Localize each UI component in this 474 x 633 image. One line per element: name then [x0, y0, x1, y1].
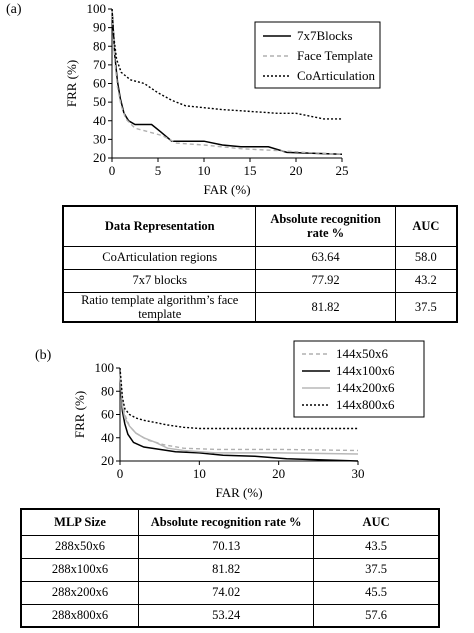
x-tick-label: 20 — [290, 163, 303, 178]
table-a-row: CoArticulation regions 63.64 58.0 — [62, 245, 458, 270]
series-line-coarticulation — [111, 8, 342, 120]
series-line-144x100x6 — [119, 373, 359, 462]
table-a-cell: 77.92 — [255, 268, 396, 293]
table-b-cell: 57.6 — [313, 603, 440, 628]
x-tick-label: 0 — [117, 466, 124, 481]
table-b-header: AUC — [313, 508, 440, 536]
table-b-cell: 53.24 — [138, 603, 315, 628]
y-tick-label: 20 — [93, 150, 106, 165]
table-a-cell: 58.0 — [394, 245, 458, 270]
table-b-row: 288x100x6 81.82 37.5 — [20, 557, 440, 582]
y-tick-label: 80 — [93, 38, 106, 53]
table-b: MLP Size Absolute recognition rate % AUC… — [20, 508, 440, 628]
table-a-header: AUC — [394, 205, 458, 247]
y-tick-label: 100 — [95, 360, 115, 375]
y-tick-label: 60 — [101, 407, 114, 422]
table-a-cell: CoArticulation regions — [62, 245, 257, 270]
x-axis-label: FAR (%) — [215, 485, 262, 500]
y-axis-label: FRR (%) — [72, 391, 87, 438]
y-tick-label: 40 — [93, 113, 106, 128]
x-tick-label: 25 — [336, 163, 349, 178]
legend-entry: 7x7Blocks — [297, 28, 353, 43]
legend-entry: CoArticulation — [297, 68, 375, 83]
table-b-cell: 70.13 — [138, 534, 315, 559]
table-a-header-row: Data Representation Absolute recognition… — [62, 205, 458, 247]
series-line-144x200x6 — [119, 373, 359, 455]
table-b-cell: 288x200x6 — [20, 580, 140, 605]
legend-entry: 144x100x6 — [336, 363, 395, 378]
table-a-header: Absolute recognition rate % — [255, 205, 396, 247]
table-b-header-row: MLP Size Absolute recognition rate % AUC — [20, 508, 440, 536]
table-b-cell: 288x50x6 — [20, 534, 140, 559]
legend-entry: Face Template — [297, 48, 373, 63]
table-a-cell: 81.82 — [255, 291, 396, 323]
table-a-cell: 7x7 blocks — [62, 268, 257, 293]
table-b-cell: 45.5 — [313, 580, 440, 605]
y-axis-label: FRR (%) — [64, 60, 79, 107]
x-tick-label: 5 — [155, 163, 162, 178]
legend-entry: 144x800x6 — [336, 397, 395, 412]
x-tick-label: 10 — [198, 163, 211, 178]
table-b-cell: 74.02 — [138, 580, 315, 605]
table-b-row: 288x50x6 70.13 43.5 — [20, 534, 440, 559]
y-tick-label: 90 — [93, 20, 106, 35]
table-b-header: MLP Size — [20, 508, 140, 536]
y-tick-label: 50 — [93, 94, 106, 109]
x-tick-label: 10 — [193, 466, 206, 481]
table-a-cell: 63.64 — [255, 245, 396, 270]
table-a-cell: Ratio template algorithm’s face template — [62, 291, 257, 323]
table-b-row: 288x800x6 53.24 57.6 — [20, 603, 440, 628]
y-tick-label: 80 — [101, 383, 114, 398]
table-b-row: 288x200x6 74.02 45.5 — [20, 580, 440, 605]
panel-label-b: (b) — [35, 348, 52, 363]
chart-b: 20 40 60 80 100 0 10 20 30 FAR (%) FRR (%) 144x50x6… — [72, 340, 425, 500]
x-tick-label: 30 — [352, 466, 365, 481]
table-b-cell: 37.5 — [313, 557, 440, 582]
table-b-cell: 81.82 — [138, 557, 315, 582]
y-tick-label: 70 — [93, 57, 106, 72]
table-a-row: 7x7 blocks 77.92 43.2 — [62, 268, 458, 293]
legend-entry: 144x200x6 — [336, 380, 395, 395]
table-b-cell: 288x800x6 — [20, 603, 140, 628]
table-a-cell: 43.2 — [394, 268, 458, 293]
legend-entry: 144x50x6 — [336, 346, 389, 361]
table-b-header: Absolute recognition rate % — [138, 508, 315, 536]
table-b-cell: 43.5 — [313, 534, 440, 559]
series-line-144x800x6 — [119, 367, 358, 430]
table-a-cell: 37.5 — [394, 291, 458, 323]
y-tick-label: 40 — [101, 430, 114, 445]
x-tick-label: 20 — [272, 466, 285, 481]
table-a-header: Data Representation — [62, 205, 257, 247]
table-a-row: Ratio template algorithm’s face template… — [62, 291, 458, 323]
series-line-7x7blocks — [111, 8, 343, 156]
y-tick-label: 60 — [93, 76, 106, 91]
x-axis-label: FAR (%) — [203, 182, 250, 197]
x-tick-label: 0 — [109, 163, 116, 178]
chart-a: 20 30 40 50 60 70 80 90 100 0 5 10 15 20 25 FAR (%) FRR … — [64, 1, 381, 197]
legend-box — [254, 21, 381, 89]
table-b-cell: 288x100x6 — [20, 557, 140, 582]
table-a: Data Representation Absolute recognition… — [62, 205, 458, 324]
y-tick-label: 20 — [101, 453, 114, 468]
panel-label-a: (a) — [6, 2, 22, 17]
y-tick-label: 100 — [87, 1, 107, 16]
y-tick-label: 30 — [93, 131, 106, 146]
x-tick-label: 15 — [244, 163, 257, 178]
